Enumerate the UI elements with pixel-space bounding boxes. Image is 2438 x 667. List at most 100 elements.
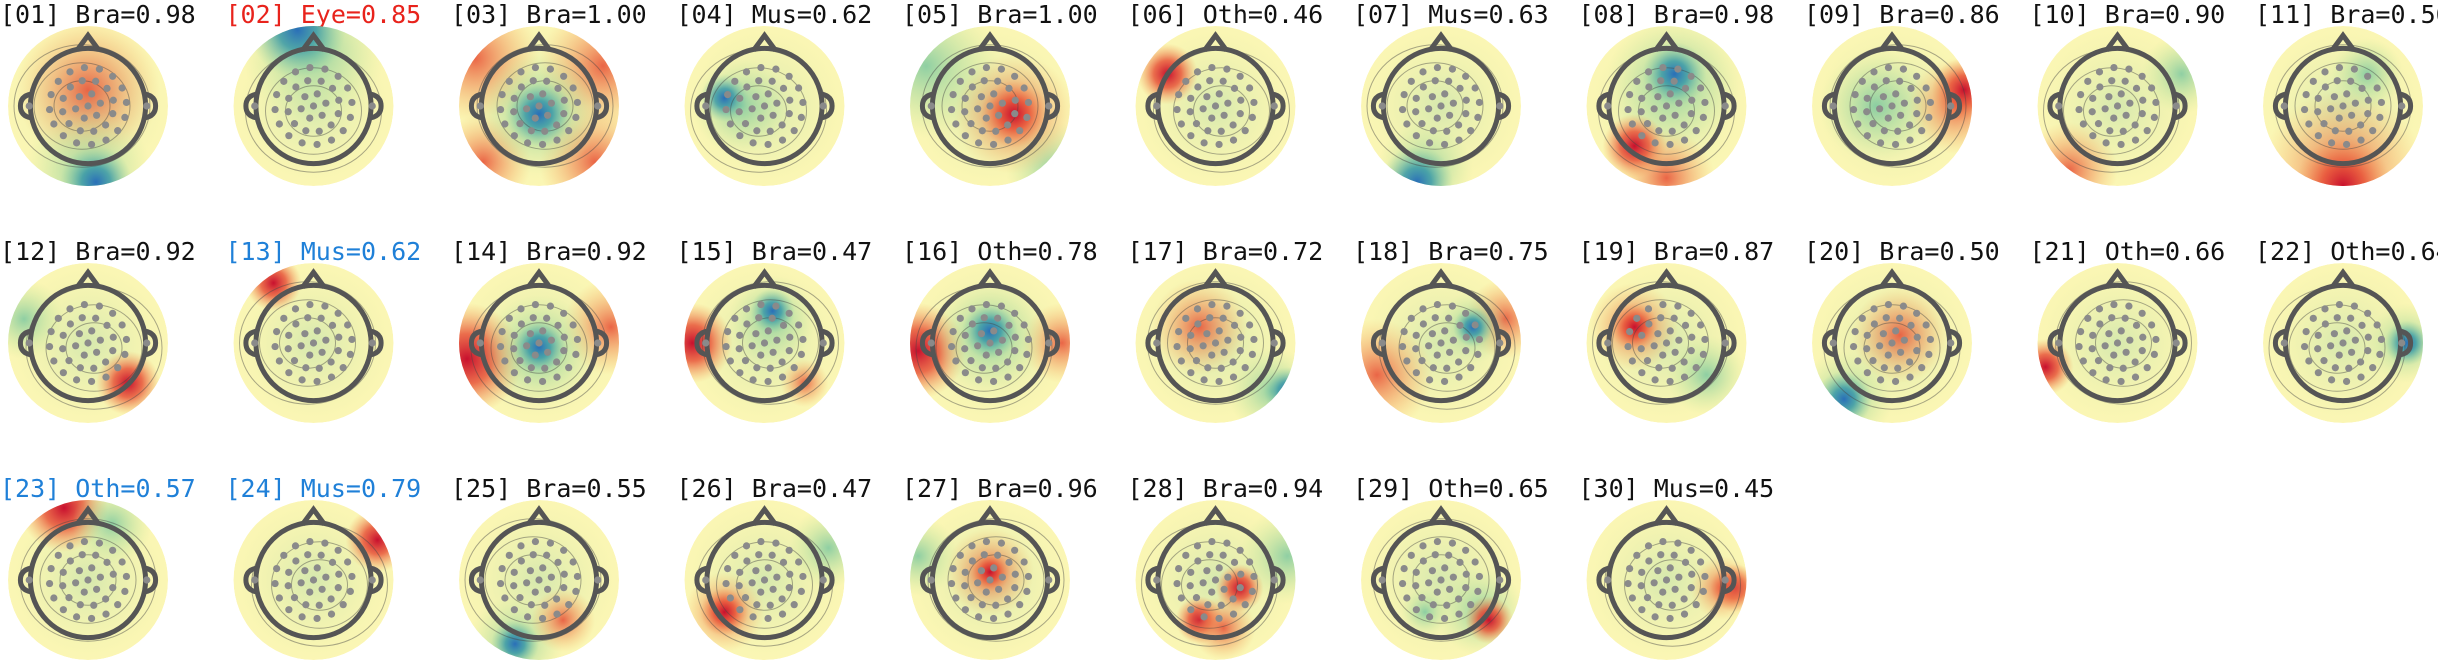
component: [28] Bra=0.94 <box>1128 474 1323 660</box>
electrode <box>1020 558 1028 566</box>
electrode <box>114 601 122 609</box>
electrode <box>84 576 92 584</box>
electrode <box>1467 364 1475 372</box>
electrode <box>2096 83 2104 91</box>
electrode <box>1604 102 1612 110</box>
electrode <box>2369 364 2377 372</box>
electrode <box>2132 321 2141 329</box>
electrode <box>2335 351 2343 359</box>
electrode <box>517 557 525 565</box>
electrode <box>735 108 743 116</box>
electrode <box>322 573 330 581</box>
electrode <box>1215 327 1223 335</box>
electrode <box>1246 321 1254 329</box>
electrode <box>1888 102 1896 110</box>
electrode <box>722 105 730 114</box>
electrode <box>318 348 326 356</box>
electrode <box>2117 327 2125 335</box>
electrode <box>797 587 805 596</box>
electrode <box>1223 302 1231 310</box>
map-blob <box>1465 596 1513 644</box>
electrode <box>1412 582 1420 590</box>
electrode <box>1182 77 1190 85</box>
electrode <box>2302 327 2310 336</box>
component: [18] Bra=0.75 <box>1353 237 1549 423</box>
electrode <box>1455 136 1463 144</box>
component: [19] Bra=0.87 <box>1579 237 1774 423</box>
electrode <box>306 537 314 546</box>
electrode <box>1023 113 1031 122</box>
electrode <box>1626 564 1634 573</box>
electrode <box>785 584 793 592</box>
ear-left <box>17 328 32 358</box>
electrode <box>2327 376 2336 384</box>
electrode <box>102 595 110 603</box>
electrode <box>327 136 336 144</box>
electrode <box>122 98 131 107</box>
electrode <box>560 347 568 355</box>
electrode <box>1016 364 1024 372</box>
electrode <box>742 542 751 550</box>
electrode <box>752 330 760 338</box>
ear-right <box>144 565 159 595</box>
electrode <box>1659 114 1667 122</box>
electrode <box>1398 579 1407 588</box>
electrode <box>1891 140 1900 149</box>
electrode <box>1925 113 1933 122</box>
electrode <box>1220 348 1228 356</box>
electrode <box>285 568 293 576</box>
electrode <box>297 105 305 113</box>
electrode <box>1675 99 1683 107</box>
electrode <box>1659 300 1667 309</box>
component: [14] Bra=0.92 <box>451 237 647 423</box>
nose <box>525 31 553 52</box>
electrode <box>1638 606 1646 614</box>
electrode <box>1475 98 1484 107</box>
ear-right <box>1497 565 1512 595</box>
electrode <box>1446 585 1454 593</box>
electrode <box>790 601 798 609</box>
electrode <box>80 537 89 546</box>
contour <box>955 322 1013 374</box>
electrode <box>1236 110 1244 118</box>
electrode <box>1215 564 1223 572</box>
electrode <box>1187 369 1195 377</box>
contour <box>1392 536 1490 624</box>
electrode <box>510 108 518 116</box>
electrode <box>2132 84 2141 92</box>
electrode <box>96 573 104 581</box>
electrode <box>275 120 283 128</box>
electrode <box>517 305 525 313</box>
electrode <box>1681 558 1690 566</box>
electrode <box>1628 594 1636 602</box>
electrode <box>553 595 561 603</box>
electrode <box>1024 98 1033 107</box>
electrode <box>25 576 33 584</box>
electrode <box>1926 335 1935 344</box>
nose <box>976 31 1004 52</box>
electrode <box>1876 376 1885 384</box>
electrode <box>1854 357 1862 365</box>
electrode <box>968 542 976 550</box>
electrode <box>778 610 787 618</box>
electrode <box>543 314 551 322</box>
component-label: [17] Bra=0.72 <box>1128 237 1324 266</box>
electrode <box>1200 613 1208 621</box>
topomap <box>2263 26 2423 186</box>
electrode <box>1876 342 1884 350</box>
electrode <box>768 314 776 322</box>
electrode <box>1248 113 1256 122</box>
contour <box>484 536 582 624</box>
electrode <box>334 72 342 80</box>
electrode <box>553 610 561 618</box>
electrode <box>1829 339 1837 347</box>
electrode <box>1236 546 1244 554</box>
electrode <box>764 377 772 386</box>
electrode <box>594 576 602 584</box>
electrode <box>92 314 100 322</box>
electrode <box>974 376 983 384</box>
nose <box>74 505 102 526</box>
electrode <box>743 320 751 328</box>
electrode <box>1675 573 1683 581</box>
ear-left <box>919 328 934 358</box>
